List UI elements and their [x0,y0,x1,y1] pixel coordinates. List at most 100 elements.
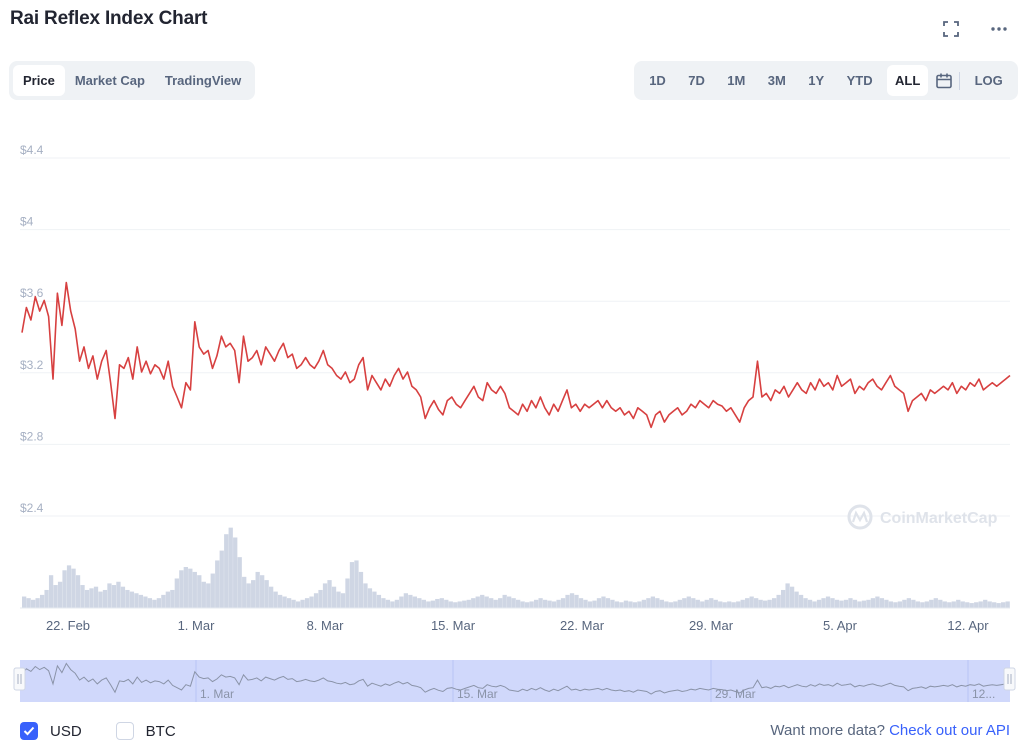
api-link[interactable]: Check out our API [889,722,1010,739]
volume-bar [780,589,786,608]
volume-bar [277,594,283,608]
volume-bar [30,599,36,608]
volume-bar [251,580,256,608]
volume-bar [116,581,121,608]
x-tick-label: 22. Feb [46,618,90,633]
volume-bar [336,591,341,608]
volume-bar [430,600,435,608]
volume-bar [807,599,813,608]
volume-bar [956,599,961,608]
range-3m[interactable]: 3M [767,73,786,88]
volume-bar [574,594,579,608]
volume-bar [107,583,112,608]
grid-lines [20,157,1010,517]
volume-bar [848,598,853,608]
more-icon[interactable] [988,18,1010,40]
chart-type-tabs: Price Market Cap TradingView [9,61,256,100]
volume-bar [875,596,880,608]
volume-bar [363,583,368,608]
volume-bar [834,599,840,608]
usd-label: USD [50,722,82,740]
volume-bar [129,591,135,608]
volume-bar [372,591,377,608]
range-7d[interactable]: 7D [688,73,705,88]
x-tick-label: 1. Mar [178,618,216,633]
navigator-tick-label: 1. Mar [200,687,234,701]
volume-bar [857,601,862,608]
volume-bar [165,591,170,608]
volume-bar [44,589,49,608]
volume-bar [489,598,494,608]
volume-bar [282,596,287,608]
volume-bar [942,601,947,608]
volume-bar [161,594,166,608]
log-toggle[interactable]: LOG [974,73,1003,88]
volume-bar [965,602,970,608]
volume-bar [538,598,543,608]
volume-bar [646,598,651,608]
volume-bar [385,599,391,608]
range-ytd[interactable]: YTD [846,73,873,88]
volume-bar [682,598,687,608]
volume-bar [623,600,629,608]
navigator-tick-label: 29. Mar [715,687,756,701]
volume-bar [794,591,799,608]
volume-bar [673,601,678,608]
volume-bar [560,598,566,608]
calendar-icon[interactable] [935,72,953,90]
navigator-handle-left[interactable] [13,667,26,691]
range-navigator[interactable]: 1. Mar 15. Mar 29. Mar 12... [13,660,1016,702]
volume-bar [453,602,458,608]
x-tick-label: 15. Mar [431,618,476,633]
volume-bar [331,586,337,608]
volume-bar [906,598,911,608]
volume-bar [605,598,611,608]
volume-bar [183,567,188,608]
volume-bar [524,602,530,608]
tab-price[interactable]: Price [13,65,65,96]
volume-bar [551,601,557,608]
price-chart[interactable]: $2.4 $2.8 $3.2 $3.6 $4 $4.4 CoinMarketCap 22.… [0,110,1024,710]
volume-bar [417,598,422,608]
volume-bar [659,599,664,608]
volume-bar [825,596,831,608]
volume-bar [632,602,638,608]
volume-bar [583,599,588,608]
usd-checkbox[interactable] [20,722,38,740]
volume-bar [412,596,417,608]
navigator-handle-right[interactable] [1003,667,1016,691]
volume-bar [408,594,413,608]
tab-market-cap[interactable]: Market Cap [74,73,145,88]
btc-checkbox[interactable] [115,722,134,740]
fullscreen-icon[interactable] [940,18,962,40]
volume-bar [260,575,265,608]
volume-bar [233,537,238,608]
volume-bar [951,601,956,608]
volume-bar [933,598,938,608]
navigator-grid [195,660,969,702]
volume-bar [668,602,673,608]
volume-bar [601,596,606,608]
x-tick-label: 22. Mar [560,618,605,633]
tab-tradingview[interactable]: TradingView [164,73,242,88]
range-all[interactable]: ALL [887,65,929,96]
range-1y[interactable]: 1Y [808,73,825,88]
volume-bar [969,603,974,608]
y-tick-label: $4 [20,215,34,229]
volume-bar [421,599,426,608]
volume-bar [471,598,476,608]
volume-bar [542,599,548,608]
volume-bar [704,599,709,608]
volume-bar [484,596,489,608]
range-1m[interactable]: 1M [727,73,746,88]
price-series [21,281,1011,429]
volume-bar [264,580,269,608]
x-tick-label: 8. Mar [307,618,345,633]
volume-bar [924,601,929,608]
navigator-window[interactable] [20,660,1010,702]
volume-bar [870,598,876,608]
volume-bar [749,596,754,608]
volume-bar [48,575,54,608]
range-1d[interactable]: 1D [649,73,666,88]
navigator-ticks: 1. Mar 15. Mar 29. Mar 12... [200,687,995,701]
